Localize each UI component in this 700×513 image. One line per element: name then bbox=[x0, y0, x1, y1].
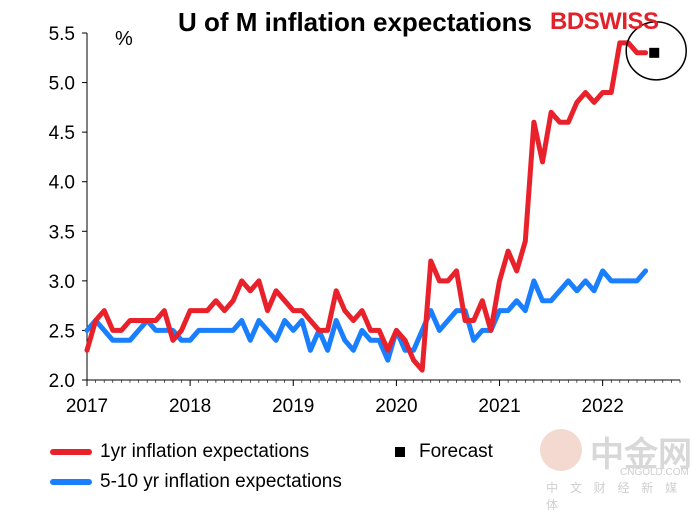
y-tick-label: 5.0 bbox=[49, 74, 75, 95]
x-tick-label: 2021 bbox=[478, 396, 520, 417]
x-tick-label: 2017 bbox=[66, 396, 108, 417]
series-line-1yr bbox=[84, 40, 649, 373]
legend-label-1yr: 1yr inflation expectations bbox=[100, 441, 310, 462]
series-line-5-10yr bbox=[84, 268, 649, 363]
forecast-highlight-circle bbox=[625, 21, 687, 81]
watermark-cn: 中金网 bbox=[590, 435, 692, 475]
y-tick-label: 3.0 bbox=[49, 272, 75, 293]
legend-item-1yr: 1yr inflation expectations bbox=[50, 441, 309, 463]
x-tick-label: 2022 bbox=[582, 396, 624, 417]
y-tick-label: 5.5 bbox=[49, 24, 75, 45]
x-tick-label: 2019 bbox=[272, 396, 314, 417]
unit-label: % bbox=[115, 28, 133, 50]
legend-label-5-10yr: 5-10 yr inflation expectations bbox=[100, 471, 342, 492]
brand-logo: BDSWISS bbox=[550, 8, 659, 36]
y-tick-label: 4.5 bbox=[49, 123, 75, 144]
chart-title: U of M inflation expectations bbox=[178, 7, 532, 37]
inflation-expectations-chart: 2.0 2.5 3.0 3.5 4.0 4.5 5.0 5.5 2017 2018 2019 2020… bbox=[49, 21, 687, 417]
x-tick-label: 2020 bbox=[375, 396, 417, 417]
watermark-logo-icon bbox=[540, 429, 582, 471]
legend-item-forecast: Forecast bbox=[395, 441, 493, 463]
y-tick-label: 3.5 bbox=[49, 222, 75, 243]
y-tick-label: 4.0 bbox=[49, 173, 75, 194]
y-tick-label: 2.0 bbox=[49, 371, 75, 392]
legend-item-5-10yr: 5-10 yr inflation expectations bbox=[50, 471, 342, 493]
legend-label-forecast: Forecast bbox=[419, 441, 493, 462]
brand-swiss: SWISS bbox=[583, 8, 659, 35]
watermark: 中金网 CNGOLD.COM 中 文 财 经 新 媒 体 bbox=[540, 425, 700, 512]
legend-swatch-1yr bbox=[50, 449, 92, 455]
forecast-marker bbox=[649, 47, 660, 58]
legend-marker-forecast bbox=[395, 447, 405, 457]
watermark-sub: 中 文 财 经 新 媒 体 bbox=[546, 481, 682, 512]
x-tick-label: 2018 bbox=[169, 396, 211, 417]
brand-bd: BD bbox=[550, 8, 584, 35]
legend-swatch-5-10yr bbox=[50, 479, 92, 485]
y-tick-label: 2.5 bbox=[49, 321, 75, 342]
watermark-en: CNGOLD.COM bbox=[620, 467, 689, 478]
